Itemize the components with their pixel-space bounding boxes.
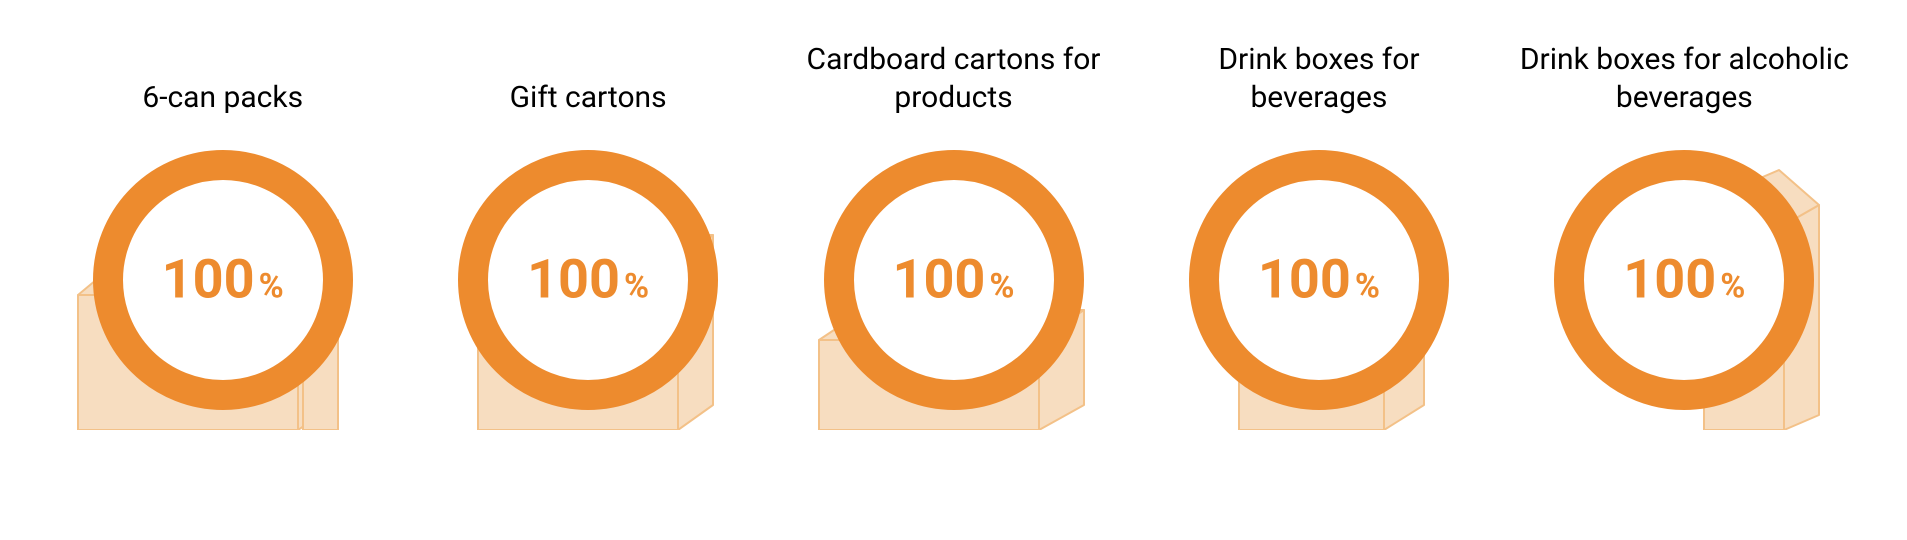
stat-value-number: 100: [1258, 249, 1351, 312]
stat-value-unit: %: [259, 267, 284, 307]
stat-label: Cardboard cartons for products: [771, 40, 1136, 130]
stat-item: Drink boxes for alcoholic beverages 100%: [1502, 40, 1867, 520]
stat-value: 100%: [1623, 249, 1745, 312]
stat-item: Gift cartons 100%: [405, 40, 770, 520]
ring-wrap: 100%: [1169, 130, 1469, 430]
stat-value-unit: %: [624, 267, 649, 307]
stat-item: Drink boxes for beverages 100%: [1136, 40, 1501, 520]
infographic-row: 6-can packs100%Gift cartons100%Cardboard…: [0, 0, 1907, 540]
stat-value-number: 100: [1623, 249, 1716, 312]
stat-value-number: 100: [527, 249, 620, 312]
ring-wrap: 100%: [438, 130, 738, 430]
stat-label: Drink boxes for alcoholic beverages: [1502, 40, 1867, 130]
stat-value: 100%: [892, 249, 1014, 312]
stat-value-unit: %: [1720, 267, 1745, 307]
stat-value: 100%: [1258, 249, 1380, 312]
stat-value-number: 100: [162, 249, 255, 312]
stat-label: 6-can packs: [130, 40, 315, 130]
ring-wrap: 100%: [73, 130, 373, 430]
ring-wrap: 100%: [1534, 130, 1834, 430]
stat-value: 100%: [527, 249, 649, 312]
stat-value: 100%: [162, 249, 284, 312]
stat-value-number: 100: [892, 249, 985, 312]
stat-label: Gift cartons: [498, 40, 679, 130]
stat-label: Drink boxes for beverages: [1136, 40, 1501, 130]
stat-value-unit: %: [989, 267, 1014, 307]
stat-item: 6-can packs 100%: [40, 40, 405, 520]
ring-wrap: 100%: [804, 130, 1104, 430]
stat-value-unit: %: [1355, 267, 1380, 307]
stat-item: Cardboard cartons for products 100%: [771, 40, 1136, 520]
